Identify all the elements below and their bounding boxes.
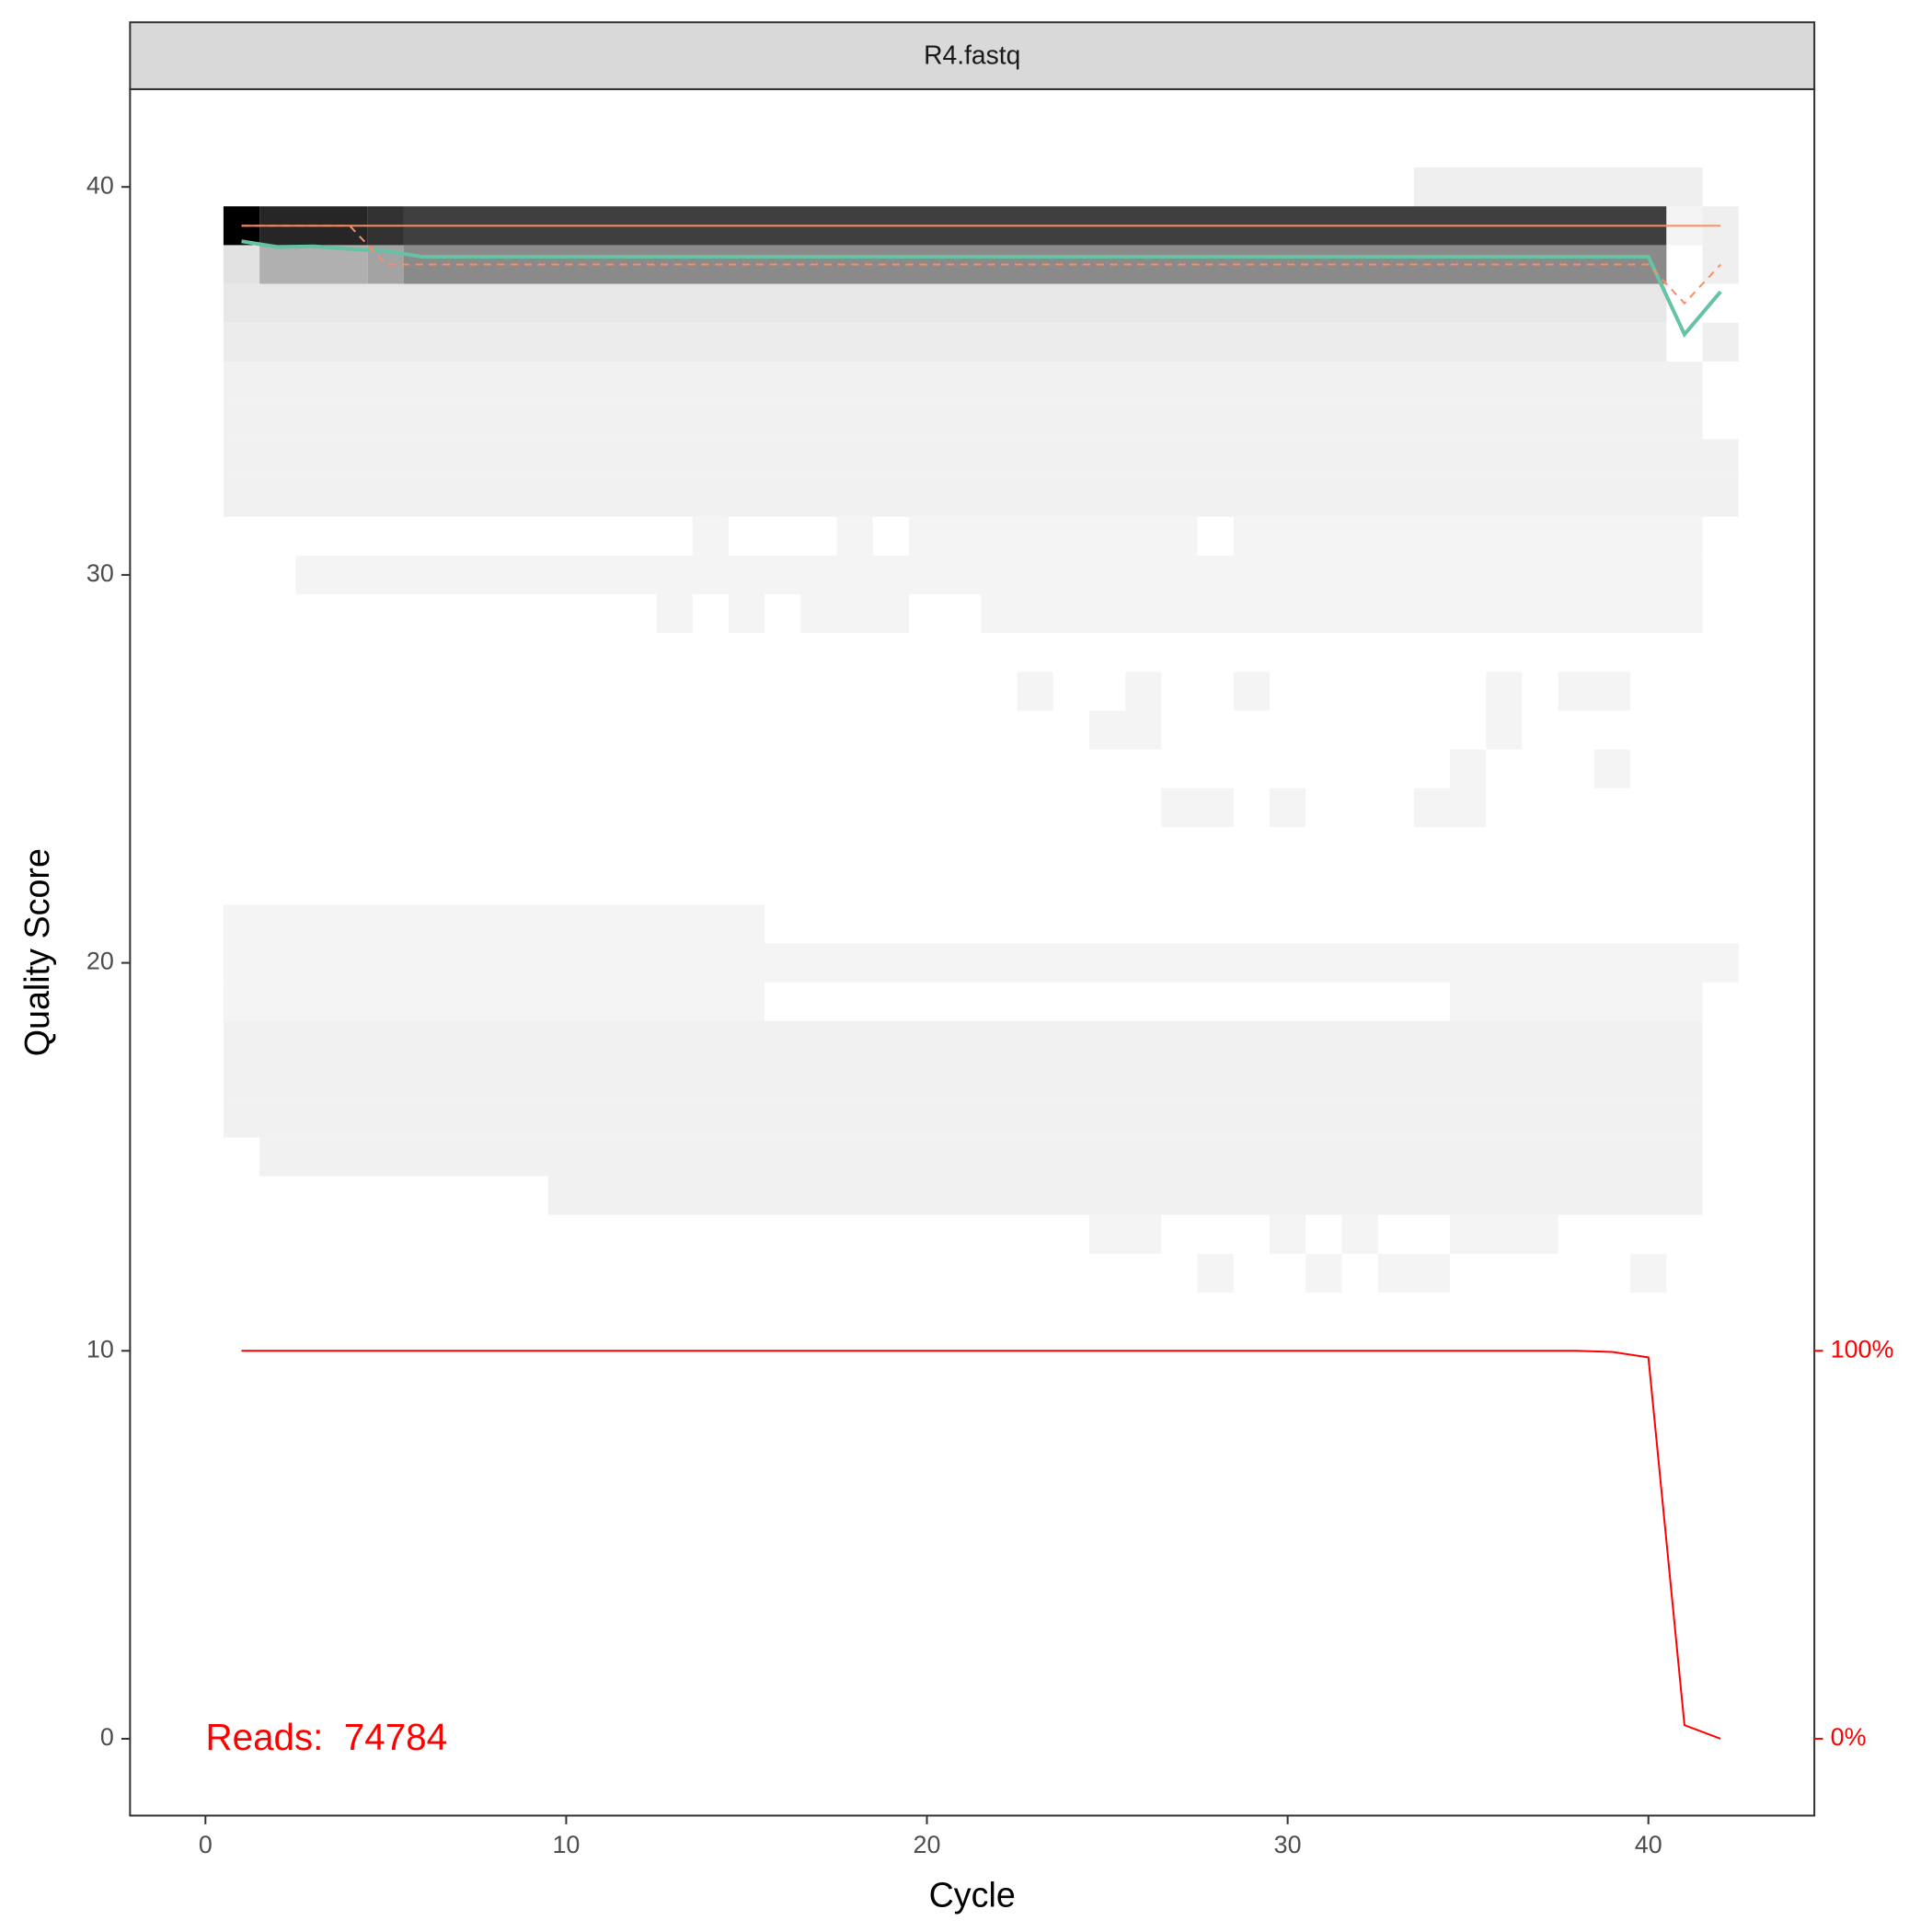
heatmap-tile [223, 1020, 1703, 1061]
strip [129, 21, 1816, 90]
heatmap-tile [800, 593, 909, 634]
heatmap-tile [259, 1137, 1703, 1177]
x-tick-label: 10 [552, 1831, 580, 1858]
x-axis-title: Cycle [929, 1875, 1016, 1914]
heatmap-tile [1486, 672, 1523, 711]
heatmap-tile [656, 593, 693, 634]
y2-tick-label: 0% [1831, 1723, 1867, 1751]
heatmap-tile [223, 245, 260, 284]
heatmap-tile [1088, 710, 1162, 750]
heatmap-tile [1486, 710, 1523, 750]
heatmap-tile [1413, 788, 1487, 827]
heatmap-tile [1125, 672, 1162, 711]
y-tick-label: 0 [100, 1723, 114, 1751]
heatmap-tile [1558, 672, 1631, 711]
heatmap-tile [1233, 672, 1271, 711]
heatmap-tile [1305, 1253, 1342, 1294]
heatmap-tile [1377, 1253, 1451, 1294]
heatmap-tile [223, 322, 1667, 362]
heatmap-tile [1017, 672, 1053, 711]
heatmap-tile [1341, 1214, 1378, 1254]
heatmap-tile [1270, 788, 1306, 827]
heatmap-tile [223, 283, 1667, 323]
heatmap-tile [1450, 749, 1487, 788]
heatmap-tile [223, 361, 1703, 401]
annotation: Reads: 74784 [205, 1716, 447, 1758]
heatmap-tile [1593, 749, 1631, 788]
x-tick-label: 0 [199, 1831, 213, 1858]
strip-title: R4.fastq [924, 40, 1020, 69]
heatmap-tile [223, 400, 1703, 440]
heatmap-tile [223, 477, 1739, 517]
heatmap-tile [1450, 1214, 1558, 1254]
line-series [241, 239, 1722, 339]
heatmap-tile [223, 943, 1739, 983]
heatmap-tile [1630, 1253, 1667, 1294]
heatmap-tile [692, 516, 729, 556]
heatmap-tile [1702, 322, 1739, 362]
heatmap-tile [223, 1098, 1703, 1138]
y-axis-title: Quality Score [17, 848, 56, 1056]
heatmap-tile [1450, 982, 1703, 1021]
heatmap-tile [547, 1176, 1703, 1215]
y-tick-label: 20 [86, 948, 114, 975]
heatmap-tile [1088, 1214, 1162, 1254]
heatmap-tile [295, 555, 1703, 594]
heatmap-tile [1270, 1214, 1306, 1254]
heatmap-tile [223, 904, 765, 944]
heatmap-tile [981, 593, 1703, 634]
y2-tick-label: 100% [1831, 1335, 1894, 1363]
y-tick-label: 30 [86, 559, 114, 587]
line-series [241, 224, 1721, 305]
heatmap-tile [1413, 167, 1703, 207]
y-tick-label: 10 [86, 1335, 114, 1363]
heatmap-tile [908, 516, 1198, 556]
y-tick-label: 40 [86, 171, 114, 199]
heatmap-tile [1197, 1253, 1234, 1294]
heatmap-tile [259, 245, 368, 284]
heatmap-tile [223, 1060, 1703, 1099]
heatmap-tile [728, 593, 765, 634]
x-tick-label: 40 [1635, 1831, 1662, 1858]
heatmap-tile [223, 439, 1739, 478]
heatmap-tile [836, 516, 873, 556]
line-series [241, 1350, 1721, 1740]
heatmap-tile [1233, 516, 1703, 556]
x-tick-label: 30 [1274, 1831, 1302, 1858]
heatmap-tile [1161, 788, 1234, 827]
x-tick-label: 20 [914, 1831, 941, 1858]
heatmap-tile [223, 982, 765, 1021]
